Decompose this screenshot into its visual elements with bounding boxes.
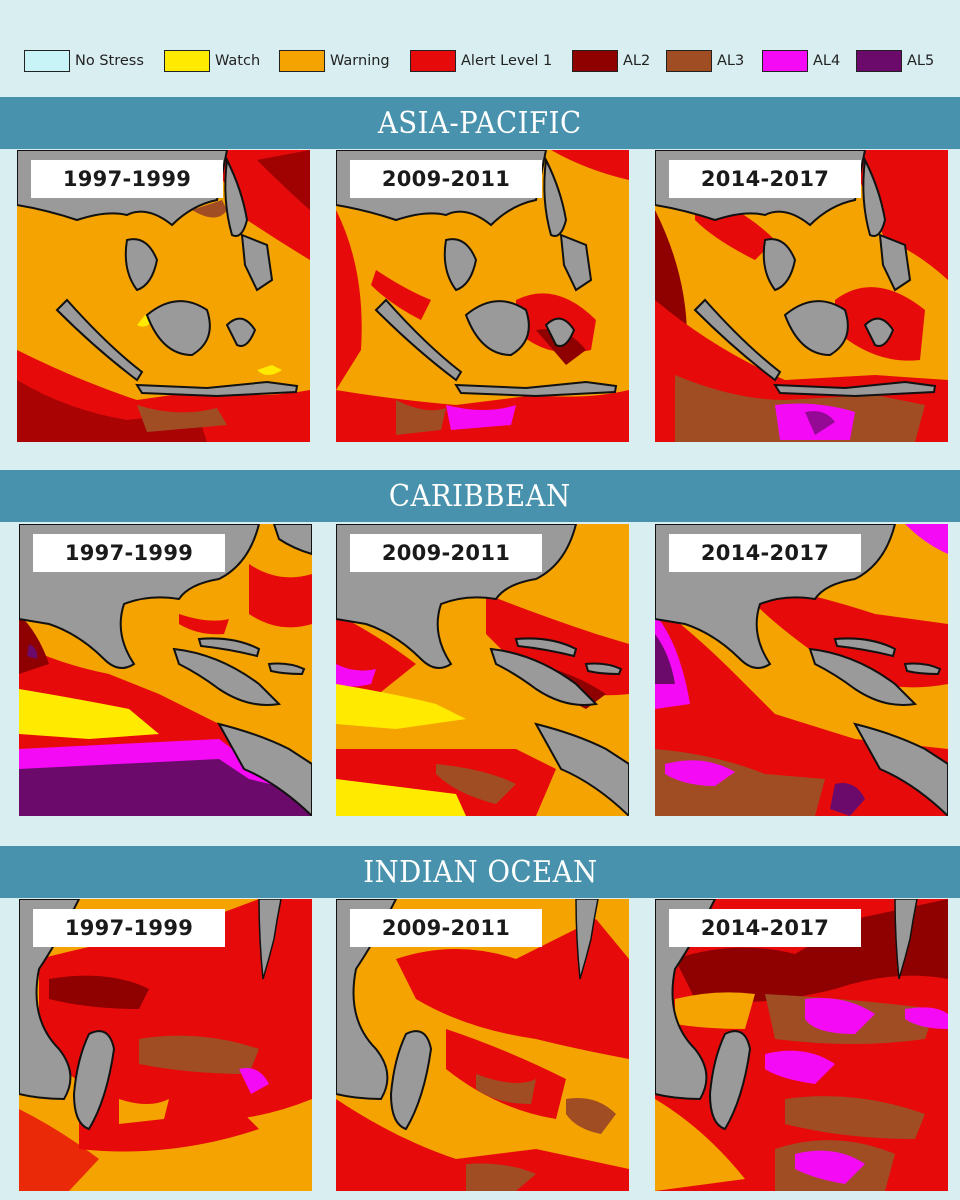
heat-stress-map <box>655 150 948 442</box>
legend-swatch <box>279 50 325 72</box>
period-label-box: 2014-2017 <box>669 909 861 947</box>
period-label: 2009-2011 <box>381 916 511 940</box>
period-label-box: 2014-2017 <box>669 160 861 198</box>
map-panel-indian-2014: 2014-2017 <box>655 899 948 1191</box>
period-label: 2009-2011 <box>381 167 511 191</box>
period-label-box: 1997-1999 <box>33 909 225 947</box>
legend-label: No Stress <box>75 53 144 69</box>
period-label-box: 1997-1999 <box>31 160 223 198</box>
map-panel-caribbean-2009: 2009-2011 <box>336 524 629 816</box>
map-panel-indian-2009: 2009-2011 <box>336 899 629 1191</box>
legend-label: AL5 <box>907 53 935 69</box>
period-label: 2014-2017 <box>700 541 830 565</box>
legend-item-al5: AL5 <box>856 49 934 73</box>
legend-swatch <box>856 50 902 72</box>
period-label-box: 2009-2011 <box>350 160 542 198</box>
legend-swatch <box>666 50 712 72</box>
map-panel-asia-1997: 1997-1999 <box>17 150 310 442</box>
heat-stress-map <box>336 899 629 1191</box>
region-banner-caribbean: CARIBBEAN <box>0 470 960 522</box>
map-panel-caribbean-1997: 1997-1999 <box>19 524 312 816</box>
legend-item-al3: AL3 <box>666 49 744 73</box>
stress-legend: No Stress Watch Warning Alert Level 1 AL… <box>24 49 944 73</box>
period-label-box: 2009-2011 <box>350 909 542 947</box>
map-panel-asia-2009: 2009-2011 <box>336 150 629 442</box>
period-label: 2014-2017 <box>700 167 830 191</box>
period-label: 1997-1999 <box>64 541 194 565</box>
legend-item-warning: Warning <box>279 49 390 73</box>
region-title: ASIA-PACIFIC <box>378 105 582 141</box>
period-label-box: 2014-2017 <box>669 534 861 572</box>
map-panel-asia-2014: 2014-2017 <box>655 150 948 442</box>
heat-stress-map <box>19 524 312 816</box>
legend-item-no-stress: No Stress <box>24 49 144 73</box>
heat-stress-map <box>19 899 312 1191</box>
legend-label: Alert Level 1 <box>461 53 553 69</box>
period-label-box: 1997-1999 <box>33 534 225 572</box>
legend-swatch <box>164 50 210 72</box>
legend-item-al4: AL4 <box>762 49 840 73</box>
legend-label: Warning <box>330 53 390 69</box>
legend-item-al2: AL2 <box>572 49 650 73</box>
legend-label: AL2 <box>623 53 651 69</box>
period-label-box: 2009-2011 <box>350 534 542 572</box>
legend-swatch <box>24 50 70 72</box>
legend-swatch <box>762 50 808 72</box>
map-panel-caribbean-2014: 2014-2017 <box>655 524 948 816</box>
period-label: 2009-2011 <box>381 541 511 565</box>
legend-item-watch: Watch <box>164 49 260 73</box>
legend-swatch <box>410 50 456 72</box>
legend-label: AL4 <box>813 53 841 69</box>
map-panel-indian-1997: 1997-1999 <box>19 899 312 1191</box>
region-title: CARIBBEAN <box>389 478 571 514</box>
legend-item-alert-level-1: Alert Level 1 <box>410 49 552 73</box>
period-label: 2014-2017 <box>700 916 830 940</box>
legend-swatch <box>572 50 618 72</box>
heat-stress-map <box>655 899 948 1191</box>
period-label: 1997-1999 <box>62 167 192 191</box>
region-banner-indian-ocean: INDIAN OCEAN <box>0 846 960 898</box>
legend-label: Watch <box>215 53 261 69</box>
region-title: INDIAN OCEAN <box>362 854 598 890</box>
legend-label: AL3 <box>717 53 745 69</box>
region-banner-asia-pacific: ASIA-PACIFIC <box>0 97 960 149</box>
period-label: 1997-1999 <box>64 916 194 940</box>
